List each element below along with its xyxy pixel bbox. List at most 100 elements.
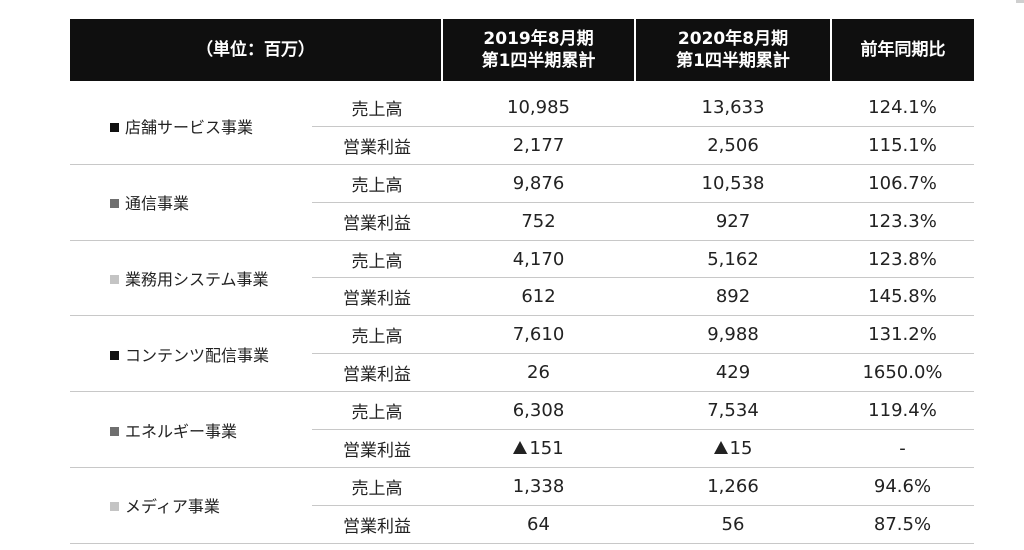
segment-name: メディア事業 xyxy=(125,497,220,517)
curr-period-value: 9,988 xyxy=(635,315,831,355)
prev-period-value-text: 9,876 xyxy=(512,172,565,194)
metric-label: 売上高 xyxy=(312,391,442,431)
prev-period-value: 752 xyxy=(442,202,635,241)
yoy-ratio-value: 1650.0% xyxy=(831,353,974,393)
unit-header: （単位：百万） xyxy=(70,19,442,81)
metric-label: 売上高 xyxy=(312,89,442,127)
table-row: 営業利益 752 927 123.3% xyxy=(70,202,974,241)
square-marker-icon xyxy=(110,123,119,133)
prev-period-value: 151 xyxy=(442,429,635,468)
segment-name-cell: 店舗サービス事業 xyxy=(70,89,312,165)
header-spacer xyxy=(70,81,974,89)
prev-period-value-text: 2,177 xyxy=(512,134,565,156)
table-row: 営業利益 2,177 2,506 115.1% xyxy=(70,126,974,165)
metric-label: 売上高 xyxy=(312,315,442,355)
table-row: コンテンツ配信事業 売上高 7,610 9,988 131.2% xyxy=(70,315,974,393)
prev-period-value-text: 4,170 xyxy=(512,248,565,270)
curr-period-header: 2020年8月期 第1四半期累計 xyxy=(634,19,831,81)
segment-name: コンテンツ配信事業 xyxy=(125,345,270,365)
negative-triangle-icon xyxy=(713,440,728,454)
yoy-ratio-value: 145.8% xyxy=(831,277,974,317)
yoy-header: 前年同期比 xyxy=(830,19,974,81)
square-marker-icon xyxy=(110,426,119,436)
prev-period-value-text: 151 xyxy=(529,437,564,459)
prev-period-value: 612 xyxy=(442,277,635,317)
table-row: 店舗サービス事業 売上高 10,985 13,633 124.1% xyxy=(70,89,974,165)
table-header-row: （単位：百万） 2019年8月期 第1四半期累計 2020年8月期 第1四半期累計 … xyxy=(70,19,974,81)
corner-mark xyxy=(1016,0,1024,3)
segment-name-cell: エネルギー事業 xyxy=(70,391,312,468)
prev-period-value-text: 752 xyxy=(521,210,556,232)
prev-period-value: 1,338 xyxy=(442,467,635,506)
yoy-ratio-value: 124.1% xyxy=(831,89,974,127)
yoy-ratio-value: 123.3% xyxy=(831,202,974,241)
curr-period-value: 1,266 xyxy=(635,467,831,506)
curr-period-value-text: 927 xyxy=(715,210,751,232)
curr-period-value-text: 56 xyxy=(721,513,745,535)
table-row: エネルギー事業 売上高 6,308 7,534 119.4% xyxy=(70,391,974,468)
metric-label: 営業利益 xyxy=(312,505,442,544)
segment-name-cell: メディア事業 xyxy=(70,467,312,544)
prev-period-value: 10,985 xyxy=(442,89,635,127)
square-marker-icon xyxy=(110,502,119,512)
prev-period-value-text: 6,308 xyxy=(512,400,565,422)
yoy-ratio-value: 106.7% xyxy=(831,164,974,203)
segment-name: エネルギー事業 xyxy=(125,421,238,441)
square-marker-icon xyxy=(110,350,119,360)
prev-period-value: 4,170 xyxy=(442,240,635,279)
prev-period-value: 26 xyxy=(442,353,635,393)
segment-name-cell: コンテンツ配信事業 xyxy=(70,315,312,393)
negative-triangle-icon xyxy=(513,440,528,454)
metric-label: 営業利益 xyxy=(312,126,442,165)
table-row: 通信事業 売上高 9,876 10,538 106.7% xyxy=(70,164,974,241)
curr-period-value: 56 xyxy=(635,505,831,544)
prev-period-value-text: 1,338 xyxy=(512,475,565,497)
curr-period-value: 927 xyxy=(635,202,831,241)
curr-period-value-text: 2,506 xyxy=(707,134,759,156)
metric-label: 営業利益 xyxy=(312,353,442,393)
table-body: 店舗サービス事業 売上高 10,985 13,633 124.1% 営業利益 2,177 2,… xyxy=(70,81,974,544)
prev-period-value-text: 612 xyxy=(521,286,556,308)
square-marker-icon xyxy=(110,274,119,284)
curr-period-value: 892 xyxy=(635,277,831,317)
prev-period-value-text: 26 xyxy=(527,362,550,384)
table-row: 業務用システム事業 売上高 4,170 5,162 123.8% xyxy=(70,240,974,317)
segment-name: 通信事業 xyxy=(125,194,190,214)
curr-period-value: 7,534 xyxy=(635,391,831,431)
prev-period-value: 64 xyxy=(442,505,635,544)
curr-period-value-text: 1,266 xyxy=(707,475,759,497)
table-row: 営業利益 151 15 - xyxy=(70,429,974,468)
curr-period-value: 429 xyxy=(635,353,831,393)
curr-period-value-text: 10,538 xyxy=(701,172,765,194)
yoy-ratio-value: 131.2% xyxy=(831,315,974,355)
segment-results-table: （単位：百万） 2019年8月期 第1四半期累計 2020年8月期 第1四半期累計 … xyxy=(70,19,974,544)
table-row: 営業利益 26 429 1650.0% xyxy=(70,353,974,393)
curr-period-value: 15 xyxy=(635,429,831,468)
metric-label: 営業利益 xyxy=(312,277,442,317)
prev-period-value: 6,308 xyxy=(442,391,635,431)
prev-period-value-text: 64 xyxy=(527,513,550,535)
metric-label: 売上高 xyxy=(312,164,442,203)
yoy-ratio-value: 123.8% xyxy=(831,240,974,279)
yoy-ratio-value: 94.6% xyxy=(831,467,974,506)
yoy-ratio-value: 115.1% xyxy=(831,126,974,165)
square-marker-icon xyxy=(110,199,119,209)
prev-period-header: 2019年8月期 第1四半期累計 xyxy=(441,19,635,81)
curr-period-value-text: 13,633 xyxy=(701,96,765,118)
prev-period-value: 7,610 xyxy=(442,315,635,355)
curr-period-value-text: 429 xyxy=(715,362,751,384)
prev-period-value: 9,876 xyxy=(442,164,635,203)
metric-label: 営業利益 xyxy=(312,429,442,468)
curr-period-value-text: 7,534 xyxy=(707,400,759,422)
curr-period-value-text: 892 xyxy=(715,286,751,308)
yoy-ratio-value: 87.5% xyxy=(831,505,974,544)
curr-period-value: 2,506 xyxy=(635,126,831,165)
prev-period-value: 2,177 xyxy=(442,126,635,165)
metric-label: 営業利益 xyxy=(312,202,442,241)
prev-period-value-text: 7,610 xyxy=(512,324,565,346)
segment-name: 業務用システム事業 xyxy=(125,269,269,289)
yoy-ratio-value: 119.4% xyxy=(831,391,974,431)
curr-period-value: 10,538 xyxy=(635,164,831,203)
segment-name-cell: 通信事業 xyxy=(70,164,312,241)
segment-name-cell: 業務用システム事業 xyxy=(70,240,312,317)
